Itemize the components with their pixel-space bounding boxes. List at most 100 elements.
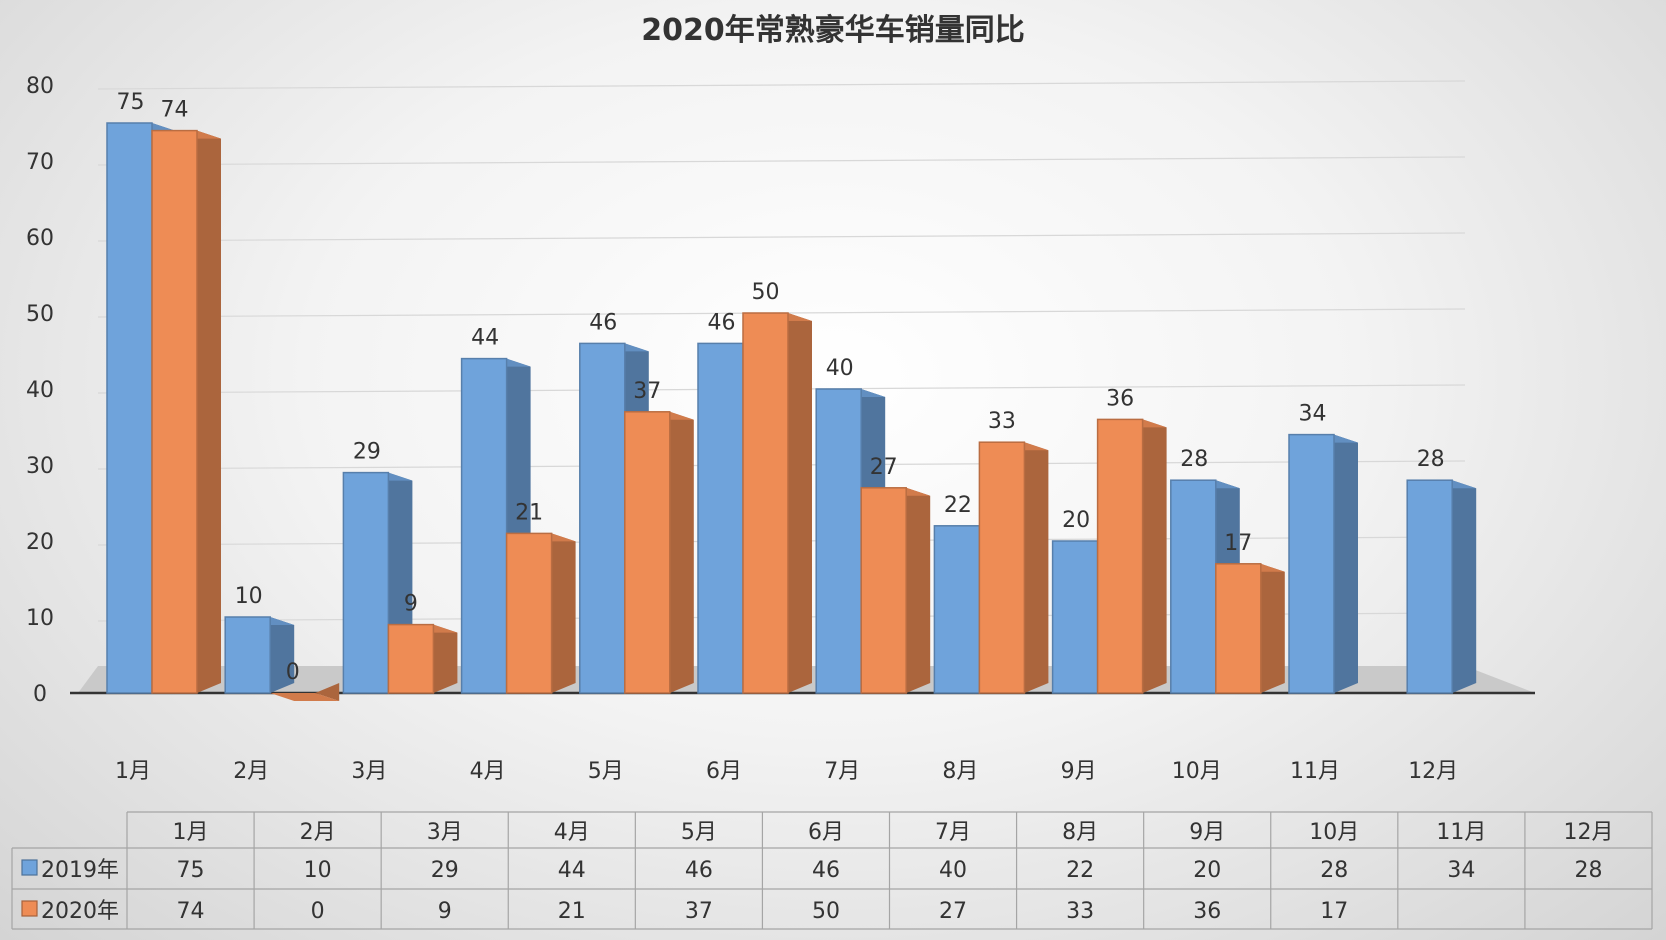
data-label-2019: 34 <box>1299 402 1327 427</box>
bar-front <box>742 312 789 694</box>
bar-2020-9月 <box>1096 418 1167 694</box>
bar-side <box>551 533 576 693</box>
table-cell: 27 <box>939 899 967 924</box>
data-label-2020: 33 <box>988 409 1016 434</box>
table-cell: 37 <box>685 899 713 924</box>
bar-side <box>270 617 295 693</box>
data-label-2019: 44 <box>471 326 499 351</box>
data-label-2020: 36 <box>1106 386 1134 411</box>
data-label-2019: 22 <box>944 493 972 518</box>
table-header-cell: 11月 <box>1436 820 1486 845</box>
table-cell: 34 <box>1447 858 1475 883</box>
bar-2019-11月 <box>1288 433 1358 694</box>
table-cell: 21 <box>558 899 586 924</box>
bar-2020-4月 <box>505 532 576 694</box>
data-label-2019: 28 <box>1180 447 1208 472</box>
bar-front <box>151 129 198 694</box>
gridline <box>97 232 1466 242</box>
table-cell: 0 <box>311 899 325 924</box>
table-cell: 44 <box>558 858 586 883</box>
bar-top <box>270 693 340 701</box>
bar-2020-1月 <box>151 129 221 694</box>
bar-2019-12月 <box>1406 479 1477 694</box>
y-tick-label: 40 <box>26 378 54 403</box>
bar-side <box>1452 480 1477 693</box>
bar-2020-8月 <box>978 441 1049 694</box>
data-label-2019: 28 <box>1417 447 1445 472</box>
table-cell: 22 <box>1066 858 1094 883</box>
x-tick-label: 5月 <box>588 759 624 784</box>
x-tick-label: 1月 <box>115 759 151 784</box>
gridline <box>97 80 1466 90</box>
bar-2020-7月 <box>860 487 931 694</box>
legend-label: 2019年 <box>41 858 119 883</box>
bar-front <box>1096 418 1144 694</box>
data-label-2019: 29 <box>353 440 381 465</box>
data-label-2019: 46 <box>589 310 617 335</box>
x-tick-label: 10月 <box>1172 759 1222 784</box>
table-header-cell: 12月 <box>1563 820 1613 845</box>
table-header-cell: 10月 <box>1309 820 1359 845</box>
table-cell: 50 <box>812 899 840 924</box>
bar-side <box>669 411 694 693</box>
table-header-cell: 7月 <box>935 820 971 845</box>
bar-side <box>788 313 812 693</box>
bar-front <box>460 357 508 694</box>
table-header-cell: 1月 <box>173 820 209 845</box>
table-cell: 28 <box>1574 858 1602 883</box>
bar-front <box>1406 479 1453 694</box>
data-label-2019: 46 <box>708 310 736 335</box>
table-cell: 36 <box>1193 899 1221 924</box>
x-tick-label: 4月 <box>470 759 506 784</box>
table-cell: 28 <box>1320 858 1348 883</box>
data-label-2019: 20 <box>1062 508 1090 533</box>
y-axis: 0 10 20 30 40 50 60 70 80 <box>26 74 54 707</box>
data-label-2020: 74 <box>161 98 189 123</box>
y-tick-label: 0 <box>33 682 47 707</box>
bar-side <box>433 624 458 693</box>
data-label-2020: 21 <box>515 500 543 525</box>
bar-front <box>505 532 553 694</box>
data-label-2020: 9 <box>404 592 418 617</box>
table-header-cell: 5月 <box>681 820 717 845</box>
bar-front <box>860 487 907 694</box>
bar-front <box>1170 479 1217 694</box>
bar-front <box>106 122 153 694</box>
bar-front <box>1051 540 1099 694</box>
x-tick-label: 12月 <box>1408 759 1458 784</box>
y-tick-label: 20 <box>26 530 54 555</box>
x-axis: 1月 2月 3月 4月 5月 6月 7月 8月 9月 10月 11月 12月 <box>115 759 1458 784</box>
bar-front <box>933 525 981 694</box>
x-tick-label: 8月 <box>942 759 978 784</box>
y-tick-label: 50 <box>26 302 54 327</box>
table-cell: 17 <box>1320 899 1348 924</box>
data-labels: 75 74 10 0 29 9 44 21 46 37 46 50 40 27 22 33 20 36 28 17 34… <box>117 90 1445 685</box>
data-label-2020: 0 <box>286 660 300 685</box>
table-cell: 75 <box>177 858 205 883</box>
data-label-2020: 27 <box>870 455 898 480</box>
bar-side <box>1334 434 1358 693</box>
bar-2020-5月 <box>624 411 694 694</box>
bar-side <box>906 487 931 693</box>
table-cell: 46 <box>812 858 840 883</box>
bar-2020-2月 <box>270 683 340 701</box>
legend-key <box>21 859 38 876</box>
x-tick-label: 9月 <box>1061 759 1097 784</box>
data-label-2019: 75 <box>117 90 145 115</box>
table-cell: 10 <box>304 858 332 883</box>
bar-side <box>1260 563 1285 693</box>
table-header-cell: 4月 <box>554 820 590 845</box>
chart-title: 2020年常熟豪华车销量同比 <box>641 13 1025 48</box>
table-header-cell: 8月 <box>1062 820 1098 845</box>
table-header-cell: 6月 <box>808 820 844 845</box>
table-cell: 40 <box>939 858 967 883</box>
x-tick-label: 11月 <box>1290 759 1340 784</box>
data-table: 1月 75 74 2月 10 0 3月 29 9 4月 44 21 5月 46 37 6月 46 50 7月 40 27… <box>11 811 1653 930</box>
bar-2020-10月 <box>1215 563 1285 694</box>
table-cell: 9 <box>438 899 452 924</box>
data-label-2020: 50 <box>752 280 780 305</box>
bar-front <box>1215 563 1262 694</box>
data-label-2019: 40 <box>826 356 854 381</box>
x-tick-label: 3月 <box>351 759 387 784</box>
